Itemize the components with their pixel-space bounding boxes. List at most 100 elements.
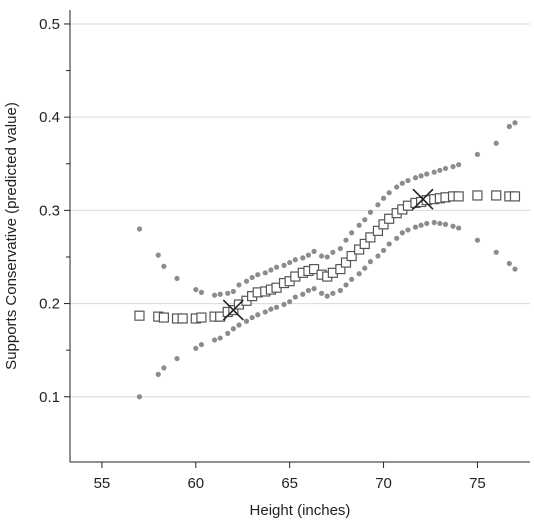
ci-point (394, 184, 400, 190)
ci-point (362, 265, 368, 271)
ci-point (174, 355, 180, 362)
y-tick-label: 0.1 (39, 389, 60, 406)
ci-point (198, 289, 205, 295)
ci-point (318, 290, 325, 296)
ci-point (161, 365, 167, 371)
ci-point (442, 165, 449, 172)
predicted-point (365, 232, 376, 243)
ci-point (424, 171, 430, 177)
predicted-point (453, 191, 464, 202)
ci-point (437, 220, 443, 227)
ci-point (300, 255, 306, 261)
ci-point (375, 253, 381, 259)
ci-point (292, 257, 298, 263)
y-tick-label: 0.3 (39, 202, 60, 219)
ci-point (225, 290, 231, 296)
ci-point (225, 330, 231, 336)
ci-point (337, 287, 343, 294)
x-tick-label: 65 (281, 475, 298, 492)
predicted-point (491, 190, 502, 201)
ci-point (431, 219, 437, 226)
x-tick-label: 70 (375, 475, 392, 492)
ci-point (349, 276, 355, 282)
ci-point (324, 293, 330, 299)
y-tick-label: 0.4 (39, 109, 60, 126)
ci-point (255, 272, 261, 278)
ci-point (243, 318, 250, 324)
ci-point (367, 209, 374, 215)
ci-point (386, 241, 392, 247)
y-axis-title: Supports Conservative (predicted value) (3, 102, 20, 370)
x-marker (222, 299, 244, 321)
grid-lines (70, 23, 530, 398)
ci-point (418, 222, 424, 228)
ci-point (493, 140, 499, 146)
x-tick-label: 75 (469, 475, 486, 492)
predicted-point (509, 191, 521, 202)
x-axis-title: Height (inches) (250, 502, 351, 519)
ci-point (155, 371, 161, 377)
ci-point (356, 271, 362, 277)
ci-point (236, 282, 242, 288)
ci-point (300, 291, 306, 297)
ci-point (193, 345, 199, 351)
ci-point (249, 274, 255, 281)
ci-point (211, 337, 218, 343)
predicted-point (354, 244, 365, 255)
ci-point (349, 230, 355, 236)
ci-point (405, 177, 411, 184)
predicted-point (134, 310, 145, 321)
ci-point (442, 221, 449, 227)
ci-point (262, 309, 268, 315)
ci-point (198, 341, 205, 348)
ci-point (243, 278, 250, 284)
ci-point (330, 249, 336, 255)
ci-point (230, 288, 236, 295)
ci-point (330, 290, 336, 296)
predicted-point (308, 263, 320, 275)
ci-point (305, 287, 312, 294)
tick-labels: 0.1 0.2 0.3 0.4 0.5 55 60 65 70 75 (39, 16, 486, 492)
ci-point (506, 260, 512, 267)
x-marker (412, 188, 434, 210)
ci-point (318, 253, 325, 259)
predicted-point (335, 263, 346, 275)
ci-point (367, 259, 374, 265)
ci-point (450, 223, 456, 229)
ci-point (287, 299, 293, 305)
y-tick-label: 0.2 (39, 296, 60, 313)
ci-point (386, 190, 392, 196)
data-marks (134, 120, 521, 400)
predicted-point (384, 213, 395, 224)
ci-point (474, 237, 481, 243)
ci-point (211, 292, 218, 298)
ci-point (456, 225, 462, 231)
ci-point (375, 202, 381, 208)
x-tick-label: 60 (187, 475, 204, 492)
ci-point (262, 270, 268, 276)
ci-point (255, 312, 261, 318)
ci-point (217, 291, 223, 297)
ci-point (281, 301, 287, 308)
predicted-point (177, 313, 188, 324)
ci-point (424, 220, 430, 227)
ci-point (493, 249, 499, 255)
ci-point (405, 227, 411, 233)
ci-point (273, 264, 280, 270)
ci-point (412, 175, 419, 181)
predicted-point (372, 225, 384, 236)
ci-point (456, 162, 462, 168)
ci-point (512, 266, 518, 272)
ci-point (380, 195, 387, 201)
ci-point (343, 237, 349, 243)
ci-point (311, 248, 317, 254)
ci-point (450, 163, 456, 170)
ci-point (431, 169, 437, 175)
predicted-point (359, 238, 370, 250)
ci-point (311, 286, 317, 292)
ci-point (418, 173, 424, 179)
ci-point (474, 151, 481, 158)
ci-point (161, 263, 167, 269)
predicted-point (196, 312, 207, 323)
